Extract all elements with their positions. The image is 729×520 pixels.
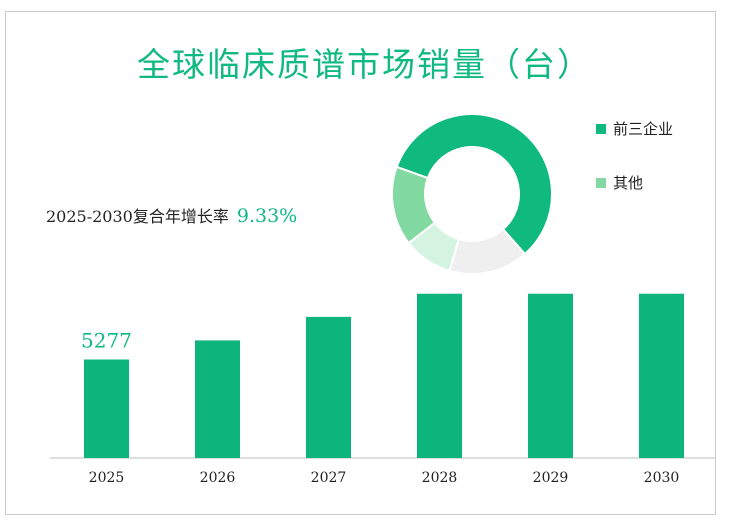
chart-title: 全球临床质谱市场销量（台）: [137, 45, 592, 84]
x-tick-label-2027: 2027: [311, 470, 347, 486]
x-tick-label-2030: 2030: [644, 470, 680, 486]
bar-2026: [195, 340, 240, 458]
donut-slice-4: [448, 227, 527, 275]
x-tick-label-2026: 2026: [200, 470, 236, 486]
x-tick-label-2028: 2028: [422, 470, 458, 486]
bar-2030: [639, 293, 684, 458]
legend-swatch-other: [596, 178, 606, 188]
cagr-value: 9.33%: [236, 205, 298, 227]
bar-data-label-2025: 5277: [81, 328, 132, 352]
bar-2027: [306, 316, 351, 458]
bar-2028: [417, 293, 462, 458]
legend-swatch-top3: [596, 124, 606, 134]
x-tick-label-2029: 2029: [533, 470, 569, 486]
donut-slice-1: [395, 113, 553, 256]
legend-label-top3: 前三企业: [613, 120, 674, 138]
bar-2025: [84, 359, 129, 458]
cagr-label-text: 2025-2030复合年增长率: [46, 207, 229, 226]
bar-2029: [528, 293, 573, 458]
legend-item-top3: 前三企业: [596, 118, 673, 139]
legend-label-other: 其他: [613, 174, 644, 192]
legend-item-other: 其他: [596, 172, 643, 193]
cagr-label: 2025-2030复合年增长率 9.33%: [46, 203, 297, 227]
x-tick-label-2025: 2025: [89, 470, 125, 486]
